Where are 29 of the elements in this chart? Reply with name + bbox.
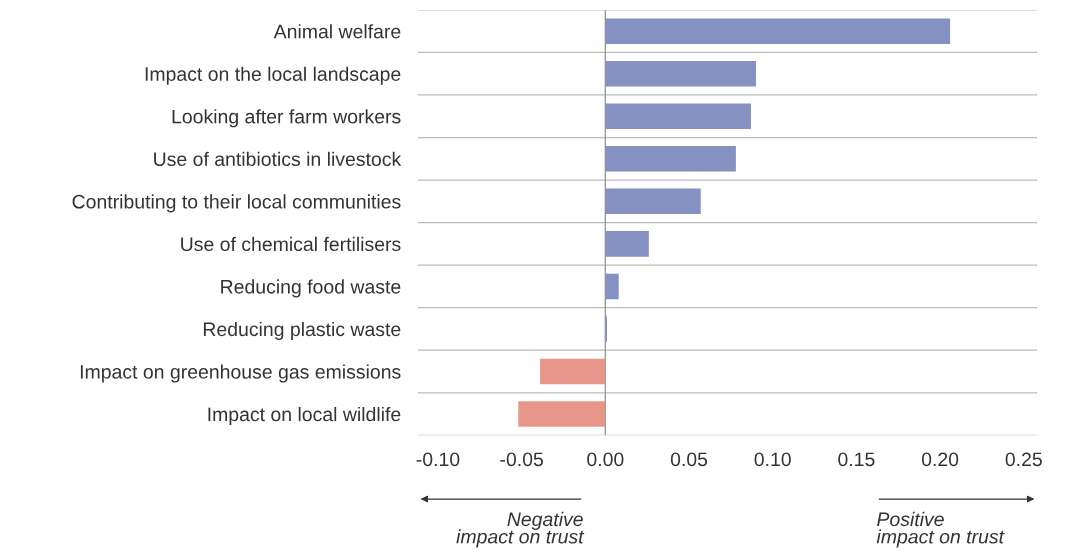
y-tick-label: Reducing plastic waste [203, 321, 401, 341]
y-tick-label: Reducing food waste [221, 279, 401, 298]
y-tick-label: Animal welfare [273, 24, 401, 39]
bar [518, 401, 606, 427]
bar [605, 103, 751, 130]
y-tick-label: Impact on local wildlife [208, 406, 401, 426]
text: Negative impact on trust [456, 511, 585, 548]
bar [605, 273, 619, 300]
bar [605, 231, 649, 257]
bar [540, 358, 606, 385]
y-tick-label: Use of chemical fertilisers [181, 236, 401, 252]
y-tick-label: Impact on greenhouse gas emissions [80, 364, 401, 383]
y-tick-label: Looking after farm workers [172, 109, 401, 128]
x-tick-label: -0.10 [416, 452, 460, 467]
x-tick-label: 0.05 [670, 452, 708, 467]
y-tick-label: Contributing to their local communities [72, 194, 401, 213]
bar [605, 60, 756, 87]
bar [605, 188, 701, 215]
bar [605, 18, 951, 44]
y-tick-label: Use of antibiotics in livestock [154, 151, 402, 167]
x-tick-label: 0.00 [587, 452, 624, 467]
x-tick-label: 0.10 [754, 452, 791, 467]
y-tick-label: Impact on the local landscape [145, 66, 401, 85]
text: Positive impact on trust [876, 511, 1005, 548]
x-tick-label: 0.15 [838, 452, 875, 467]
x-tick-label: 0.20 [921, 452, 959, 467]
x-tick-label: 0.25 [1005, 452, 1042, 467]
bar [605, 146, 736, 172]
x-tick-label: -0.05 [500, 452, 543, 467]
